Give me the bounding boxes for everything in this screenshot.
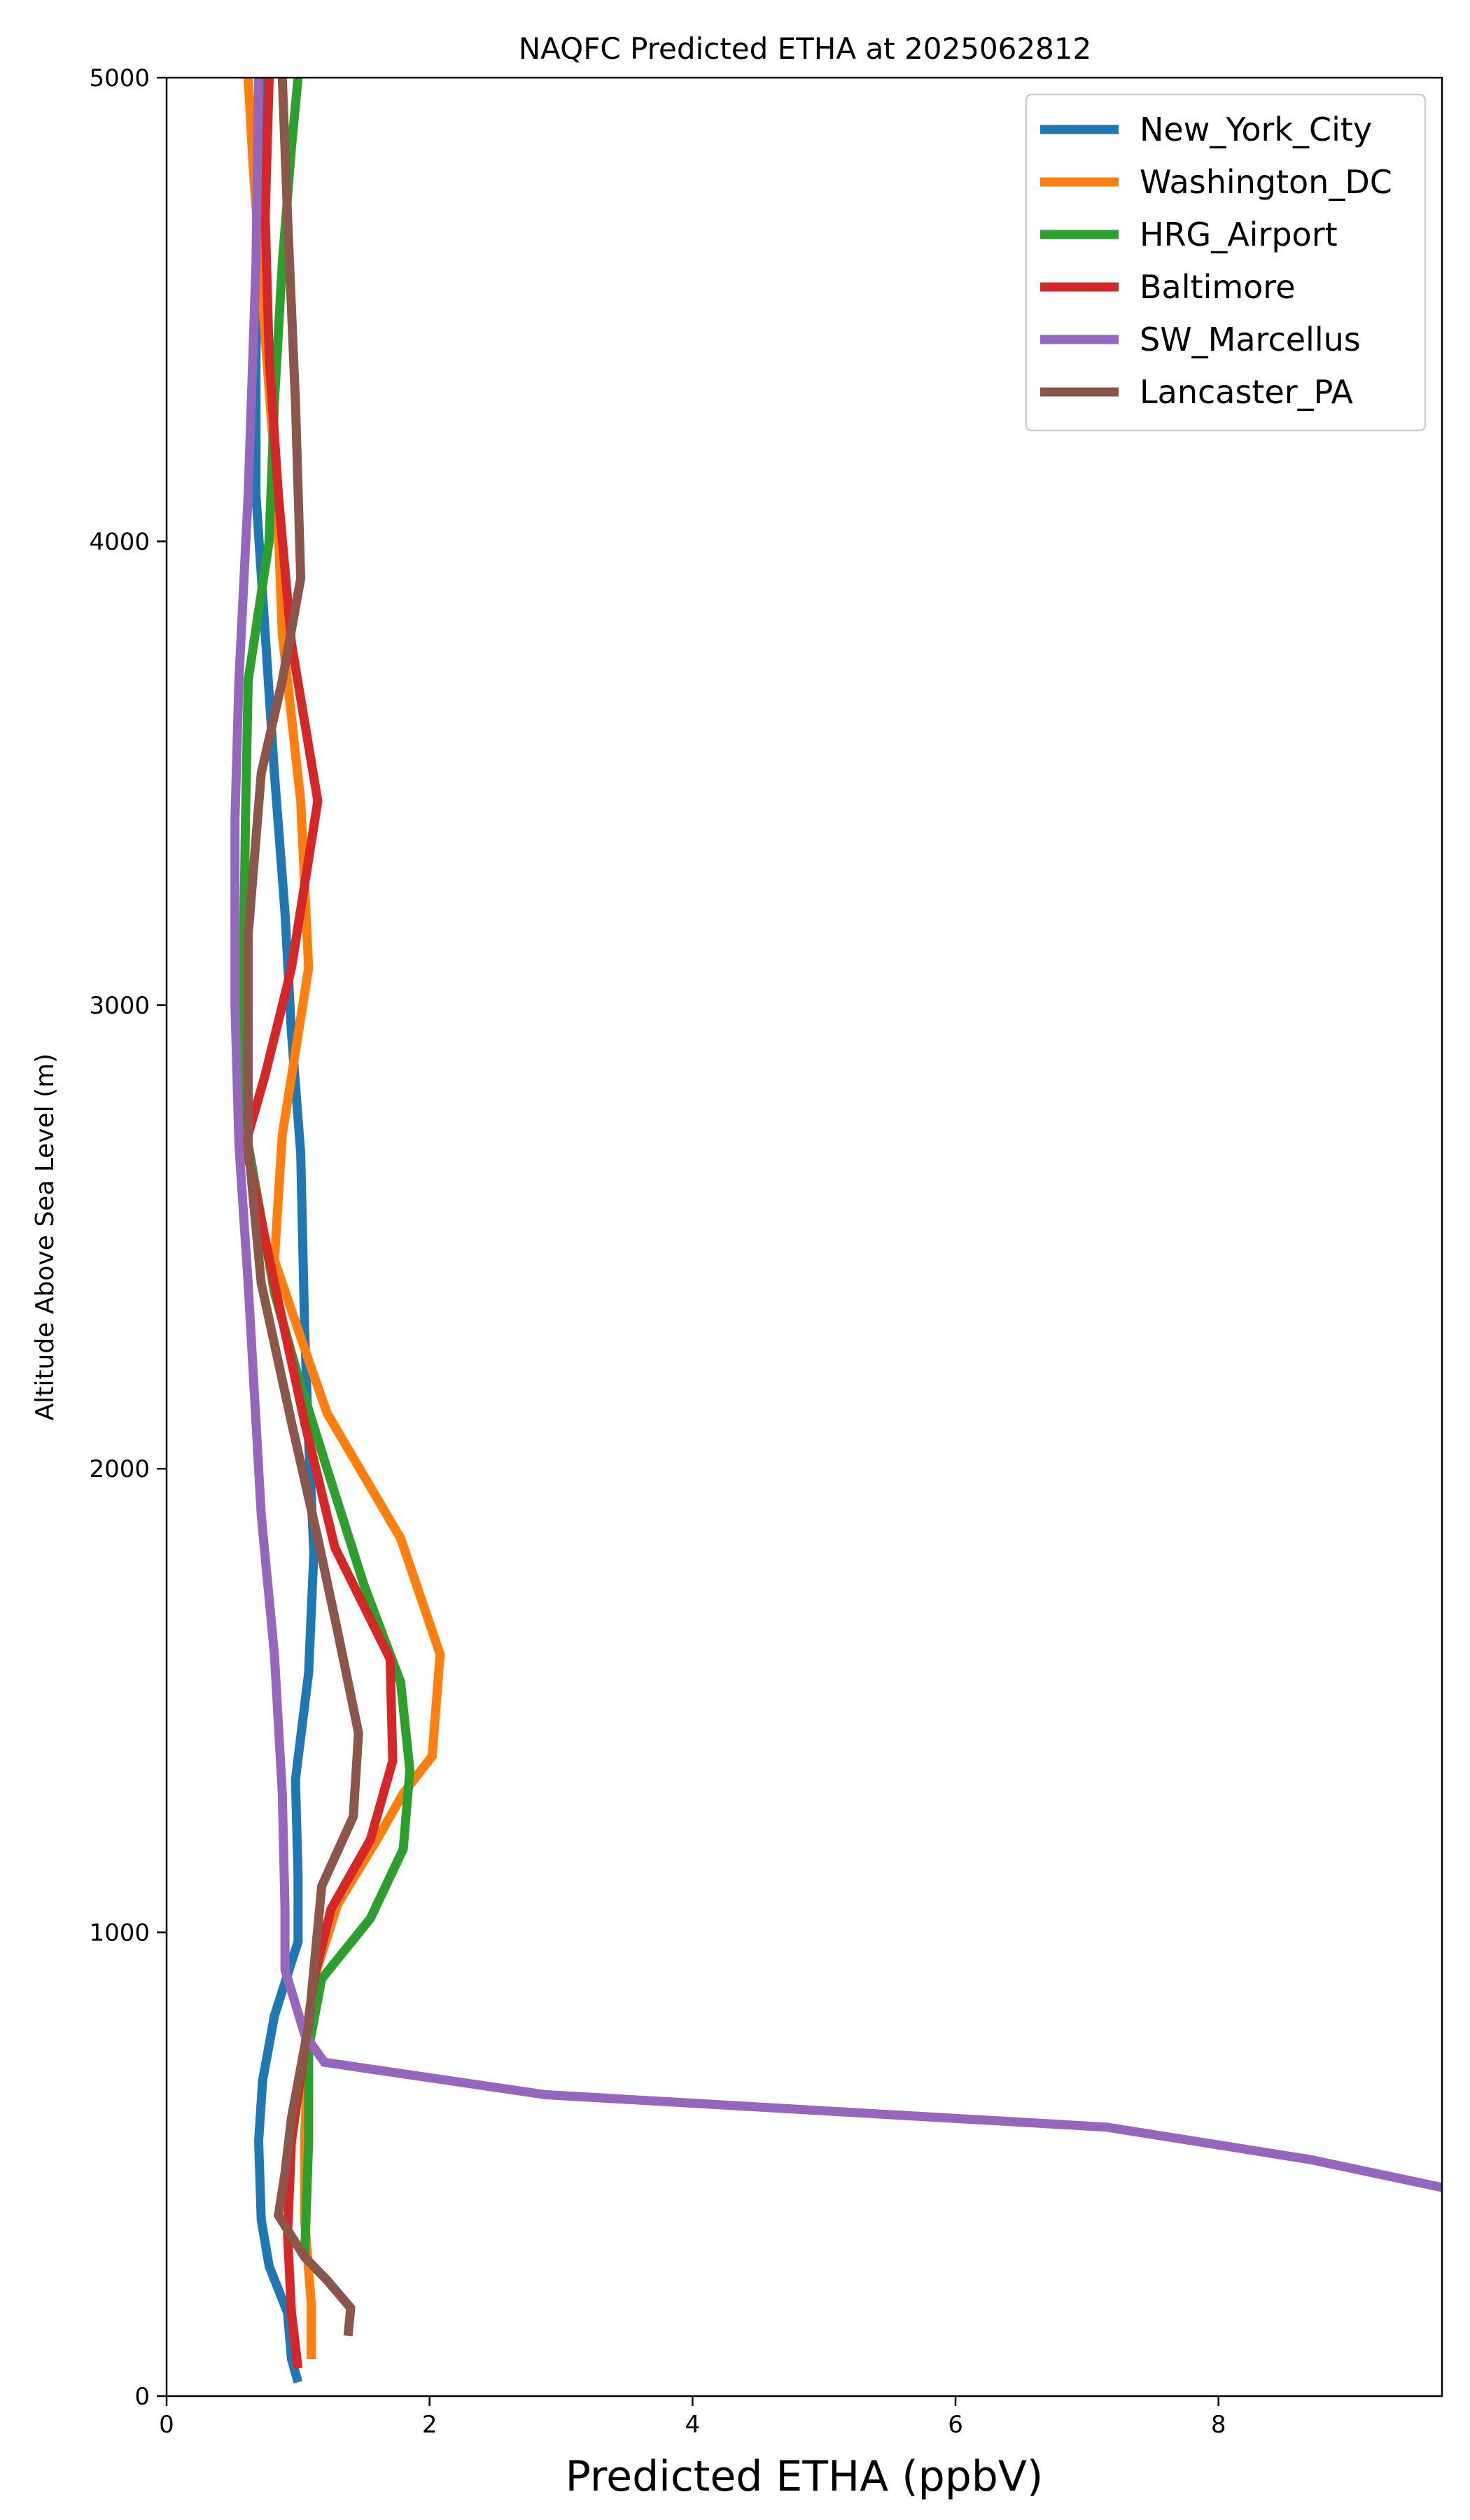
legend: New_York_City Washington_DC HRG_Airport Bal…: [1025, 93, 1427, 432]
x-tick-label: 2: [422, 2411, 438, 2439]
y-tick-label: 5000: [89, 64, 150, 92]
x-tick-label: 0: [159, 2411, 174, 2439]
legend-label: SW_Marcellus: [1140, 321, 1361, 358]
series-line-new-york-city: [251, 78, 318, 2384]
y-axis-label: Altitude Above Sea Level (m): [31, 1054, 59, 1421]
y-tick-label: 2000: [89, 1455, 150, 1483]
y-axis: 0 1000 2000 3000 4000 5000: [89, 64, 167, 2411]
y-tick-label: 0: [134, 2383, 150, 2411]
series-layer: [230, 78, 1442, 2384]
legend-label: Lancaster_PA: [1140, 373, 1353, 411]
legend-label: Baltimore: [1140, 268, 1296, 306]
y-tick-label: 4000: [89, 528, 150, 556]
plot-frame: [165, 76, 1443, 2398]
series-line-sw-marcellus: [230, 78, 1442, 2192]
x-tick-label: 6: [948, 2411, 963, 2439]
legend-label: New_York_City: [1140, 111, 1372, 148]
chart-title: NAQFC Predicted ETHA at 2025062812: [519, 31, 1091, 66]
legend-label: HRG_Airport: [1140, 216, 1338, 253]
y-tick-label: 1000: [89, 1919, 150, 1947]
legend-box: [1025, 93, 1427, 432]
y-tick-label: 3000: [89, 992, 150, 1020]
x-tick-label: 8: [1211, 2411, 1226, 2439]
x-axis: 0 2 4 6 8: [159, 2396, 1226, 2439]
x-tick-label: 4: [685, 2411, 701, 2439]
legend-label: Washington_DC: [1140, 163, 1392, 201]
x-axis-label: Predicted ETHA (ppbV): [566, 2452, 1044, 2501]
series-line-lancaster-pa: [244, 78, 363, 2337]
